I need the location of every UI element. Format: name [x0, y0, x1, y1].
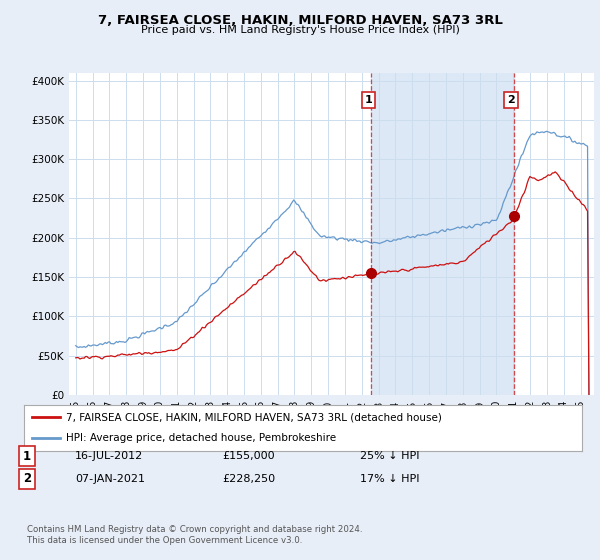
Text: £155,000: £155,000 [222, 451, 275, 461]
Text: 2: 2 [23, 472, 31, 486]
Text: 25% ↓ HPI: 25% ↓ HPI [360, 451, 419, 461]
Bar [371, 73, 514, 395]
Text: 2: 2 [507, 95, 515, 105]
Text: 7, FAIRSEA CLOSE, HAKIN, MILFORD HAVEN, SA73 3RL (detached house): 7, FAIRSEA CLOSE, HAKIN, MILFORD HAVEN, … [66, 412, 442, 422]
Text: £228,250: £228,250 [222, 474, 275, 484]
Text: 07-JAN-2021: 07-JAN-2021 [75, 474, 145, 484]
Text: 1: 1 [23, 450, 31, 463]
Text: Price paid vs. HM Land Registry's House Price Index (HPI): Price paid vs. HM Land Registry's House … [140, 25, 460, 35]
Text: HPI: Average price, detached house, Pembrokeshire: HPI: Average price, detached house, Pemb… [66, 433, 336, 444]
Text: Contains HM Land Registry data © Crown copyright and database right 2024.
This d: Contains HM Land Registry data © Crown c… [27, 525, 362, 545]
Text: 7, FAIRSEA CLOSE, HAKIN, MILFORD HAVEN, SA73 3RL: 7, FAIRSEA CLOSE, HAKIN, MILFORD HAVEN, … [98, 14, 502, 27]
Text: 17% ↓ HPI: 17% ↓ HPI [360, 474, 419, 484]
Text: 1: 1 [364, 95, 372, 105]
Text: 16-JUL-2012: 16-JUL-2012 [75, 451, 143, 461]
